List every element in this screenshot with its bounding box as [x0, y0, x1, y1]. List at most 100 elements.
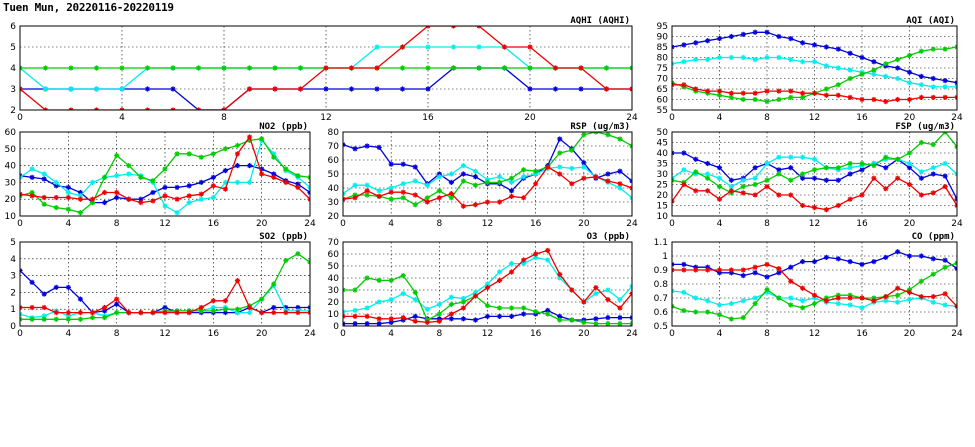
marker-stroke	[629, 321, 632, 325]
marker-stroke	[883, 255, 888, 260]
data-point	[581, 160, 587, 166]
x-tick-label: 8	[114, 219, 120, 229]
data-point	[883, 186, 889, 192]
marker-stroke	[545, 164, 550, 170]
data-point	[246, 65, 253, 71]
marker-stroke	[20, 193, 23, 197]
y-tick-label: 0.6	[654, 308, 669, 318]
data-point	[693, 57, 699, 63]
data-point	[569, 147, 575, 153]
marker-stroke	[78, 193, 83, 199]
marker-stroke	[871, 59, 877, 64]
marker-stroke	[376, 316, 382, 322]
marker-stroke	[741, 55, 746, 60]
marker-stroke	[883, 165, 888, 170]
marker-stroke	[247, 134, 252, 140]
marker-stroke	[859, 262, 865, 267]
data-point	[93, 65, 100, 71]
marker-stroke	[836, 295, 841, 301]
y-tick-label: 50	[328, 170, 340, 180]
marker-stroke	[617, 315, 623, 320]
data-point	[788, 302, 794, 308]
data-point	[788, 165, 794, 171]
data-point	[728, 54, 734, 61]
marker-stroke	[788, 302, 793, 308]
data-point	[460, 299, 467, 305]
data-point	[918, 192, 924, 198]
marker-stroke	[931, 190, 936, 196]
marker-stroke	[942, 132, 946, 135]
data-point	[823, 298, 829, 304]
marker-stroke	[271, 175, 276, 180]
marker-stroke	[114, 173, 119, 178]
data-point	[210, 174, 216, 180]
marker-stroke	[376, 278, 382, 283]
data-point	[343, 321, 346, 326]
marker-stroke	[764, 274, 770, 280]
marker-stroke	[41, 291, 47, 297]
data-point	[918, 253, 924, 259]
marker-stroke	[272, 65, 278, 71]
data-point	[412, 297, 418, 303]
data-point	[388, 316, 394, 322]
data-point	[716, 175, 723, 181]
data-point	[942, 94, 948, 100]
data-point	[521, 305, 527, 311]
data-point	[930, 271, 936, 277]
marker-stroke	[343, 198, 346, 202]
marker-stroke	[812, 205, 817, 210]
series-group	[672, 249, 957, 322]
marker-stroke	[557, 272, 562, 277]
data-point	[297, 65, 304, 71]
data-point	[776, 88, 782, 94]
marker-stroke	[595, 132, 599, 135]
data-point	[752, 181, 758, 188]
data-point	[533, 251, 539, 257]
data-point	[295, 309, 301, 316]
marker-stroke	[776, 55, 782, 60]
marker-stroke	[29, 166, 35, 172]
marker-stroke	[400, 44, 405, 50]
marker-stroke	[425, 44, 431, 50]
y-tick-label: 35	[657, 160, 668, 170]
series-group	[20, 134, 310, 216]
data-point	[672, 44, 675, 50]
data-point	[906, 69, 913, 75]
data-point	[352, 313, 358, 319]
marker-stroke	[413, 318, 418, 324]
data-point	[906, 160, 913, 167]
marker-stroke	[509, 180, 514, 185]
marker-stroke	[764, 161, 770, 166]
data-point	[508, 193, 515, 199]
data-point	[605, 171, 611, 177]
marker-stroke	[413, 192, 418, 198]
marker-stroke	[836, 256, 841, 262]
marker-stroke	[102, 308, 107, 314]
marker-stroke	[199, 180, 204, 185]
marker-stroke	[437, 311, 442, 317]
data-point	[68, 65, 74, 71]
x-tick-label: 24	[626, 329, 638, 339]
data-point	[101, 315, 108, 321]
marker-stroke	[364, 188, 370, 194]
marker-stroke	[944, 132, 948, 135]
data-point	[681, 289, 687, 295]
marker-stroke	[343, 196, 346, 201]
data-point	[412, 313, 418, 319]
data-point	[740, 31, 746, 37]
marker-stroke	[883, 61, 888, 67]
marker-stroke	[186, 183, 192, 189]
marker-stroke	[581, 164, 587, 170]
marker-stroke	[919, 253, 924, 259]
marker-stroke	[70, 107, 74, 110]
marker-stroke	[29, 175, 35, 180]
chart-title: NO2 (ppb)	[259, 122, 308, 132]
data-point	[835, 165, 841, 171]
marker-stroke	[871, 259, 877, 264]
data-point	[496, 277, 503, 283]
marker-stroke	[729, 301, 734, 306]
y-tick-label: 0.5	[654, 322, 668, 332]
marker-stroke	[349, 86, 354, 92]
marker-stroke	[199, 154, 204, 160]
